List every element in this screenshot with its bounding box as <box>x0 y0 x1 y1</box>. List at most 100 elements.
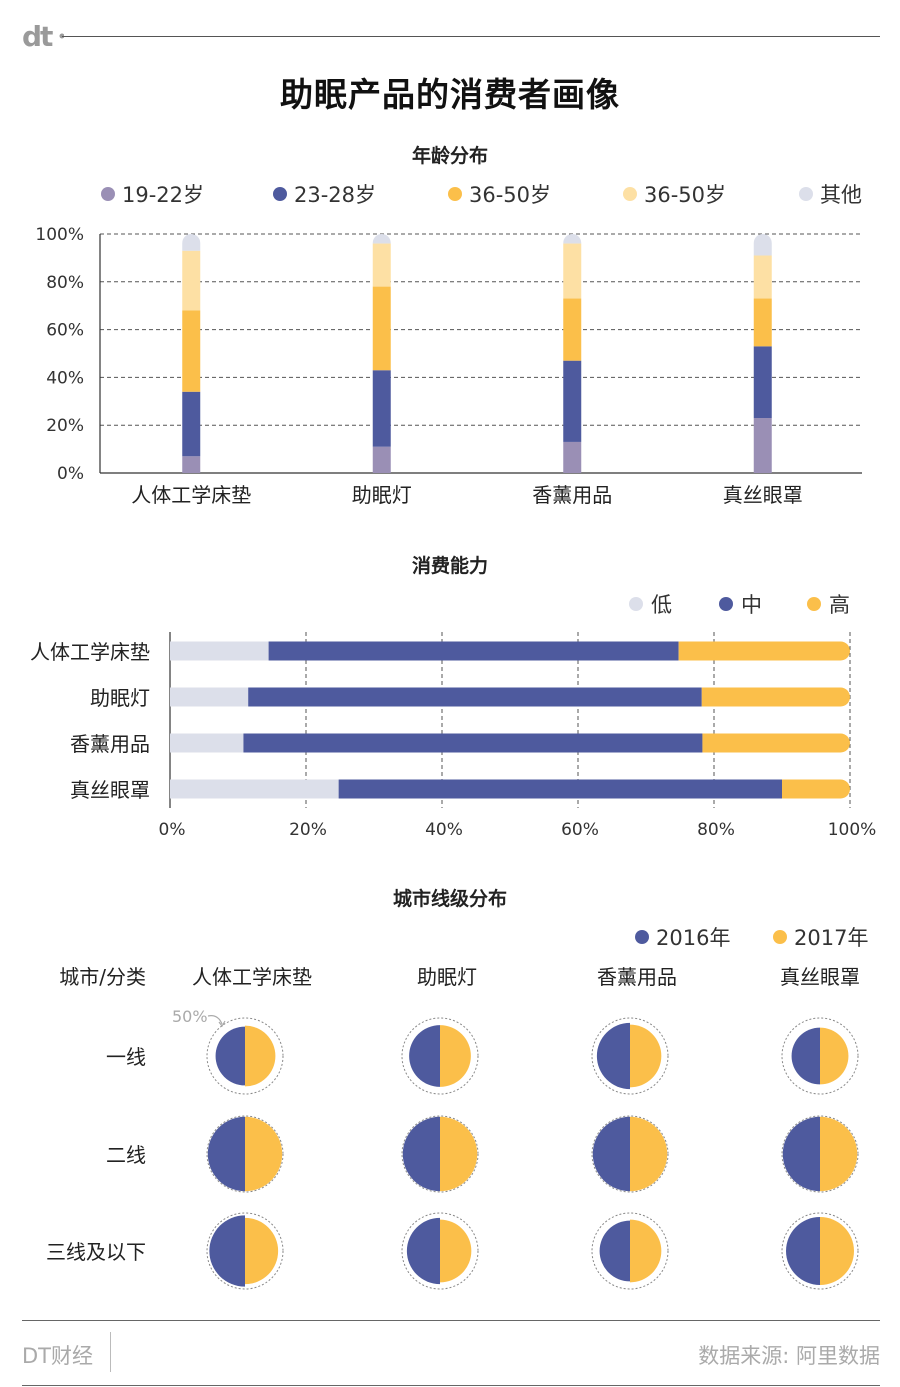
spending-bar-segment <box>248 687 702 707</box>
spending-legend-marker <box>807 597 821 611</box>
city-reference-arrowhead <box>218 1020 226 1028</box>
city-half-2016 <box>215 1026 245 1086</box>
city-reference-circle <box>401 1115 479 1193</box>
city-half-2016 <box>782 1116 820 1192</box>
spending-bar-segment <box>678 641 850 661</box>
age-chart: 年龄分布 19-22岁 23-28岁 36-50岁 36-50岁 其他 0% 20% 40% 60… <box>35 144 862 507</box>
city-half-2017 <box>630 1219 662 1283</box>
city-reference-circle <box>401 1212 479 1290</box>
city-reference-circle <box>206 1017 284 1095</box>
city-legend-label: 2017年 <box>794 926 868 950</box>
spending-category-label: 助眠灯 <box>90 686 150 710</box>
age-bar-segment <box>753 418 772 473</box>
age-bar-segment <box>563 243 582 299</box>
age-bar-segment <box>753 255 772 299</box>
city-reference-circle <box>206 1115 284 1193</box>
city-chart-title: 城市线级分布 <box>393 887 507 910</box>
city-reference-circle <box>591 1017 669 1095</box>
spending-chart-title: 消费能力 <box>412 554 488 577</box>
footer-source: 数据来源: 阿里数据 <box>698 1344 880 1368</box>
age-category-label: 人体工学床垫 <box>131 483 251 507</box>
city-column-label: 人体工学床垫 <box>192 965 312 989</box>
spending-legend-label: 高 <box>829 593 850 617</box>
city-reference-circle <box>591 1115 669 1193</box>
age-bar-segment <box>372 286 391 371</box>
city-half-2017 <box>630 1116 668 1192</box>
spending-legend-marker <box>629 597 643 611</box>
city-row-label: 三线及以下 <box>46 1240 146 1264</box>
footer-divider-top <box>22 1320 880 1321</box>
spending-x-tick: 100% <box>828 820 877 840</box>
charts-canvas: 年龄分布 19-22岁 23-28岁 36-50岁 36-50岁 其他 0% 20% 40% 60… <box>30 144 876 1290</box>
city-half-2016 <box>209 1215 245 1287</box>
age-bar-segment <box>372 370 391 447</box>
city-column-label: 真丝眼罩 <box>780 965 860 989</box>
age-y-tick: 20% <box>46 416 84 436</box>
age-category-label: 真丝眼罩 <box>723 483 803 507</box>
city-column-label: 助眠灯 <box>417 965 477 989</box>
logo-text: dt <box>22 22 53 52</box>
age-legend-marker <box>273 187 287 201</box>
age-y-tick: 60% <box>46 321 84 341</box>
city-half-2017 <box>440 1025 471 1087</box>
spending-bar-segment <box>170 687 249 707</box>
spending-bar-segment <box>243 733 703 753</box>
city-reference-circle <box>781 1212 859 1290</box>
age-bar-segment <box>182 310 201 392</box>
age-bar-segment <box>372 243 391 287</box>
age-legend-label: 23-28岁 <box>294 183 376 207</box>
city-reference-circle <box>781 1115 859 1193</box>
city-half-2017 <box>245 1116 283 1192</box>
age-bar-segment <box>753 346 772 419</box>
spending-category-label: 人体工学床垫 <box>30 640 150 664</box>
spending-legend-label: 中 <box>741 593 762 617</box>
city-half-2017 <box>440 1219 472 1283</box>
spending-category-label: 真丝眼罩 <box>70 778 150 802</box>
dt-logo: dt <box>22 22 64 52</box>
spending-x-tick: 0% <box>159 820 186 840</box>
spending-x-tick: 40% <box>425 820 463 840</box>
age-legend-label: 36-50岁 <box>469 183 551 207</box>
city-half-2016 <box>592 1116 630 1192</box>
spending-legend-label: 低 <box>651 593 672 617</box>
spending-category-label: 香薰用品 <box>70 732 150 756</box>
age-legend-marker <box>623 187 637 201</box>
city-half-2016 <box>406 1217 440 1285</box>
city-reference-arrow <box>207 1015 223 1025</box>
age-bar-segment <box>372 446 391 473</box>
city-reference-label: 50% <box>172 1007 208 1026</box>
spending-bar-segment <box>701 687 850 707</box>
spending-bar-segment <box>702 733 850 753</box>
city-half-2016 <box>409 1025 440 1087</box>
city-reference-circle <box>401 1017 479 1095</box>
city-half-2017 <box>630 1024 662 1088</box>
page-title: 助眠产品的消费者画像 <box>280 75 620 114</box>
city-half-2016 <box>791 1027 820 1085</box>
age-bar-segment <box>753 298 772 347</box>
age-bar-segment <box>182 391 201 457</box>
top-divider <box>62 36 880 37</box>
city-half-2016 <box>599 1220 630 1282</box>
city-reference-circle <box>206 1212 284 1290</box>
age-legend-marker <box>448 187 462 201</box>
city-column-label: 香薰用品 <box>597 965 677 989</box>
age-category-label: 助眠灯 <box>352 483 412 507</box>
spending-bar-segment <box>170 733 244 753</box>
age-y-tick: 0% <box>57 464 84 484</box>
age-y-tick: 40% <box>46 368 84 388</box>
spending-bar-segment <box>170 641 269 661</box>
city-half-2017 <box>245 1025 276 1087</box>
age-legend-marker <box>101 187 115 201</box>
spending-x-tick: 20% <box>289 820 327 840</box>
age-legend-label: 19-22岁 <box>122 183 204 207</box>
age-bar-segment <box>182 234 201 251</box>
footer-brand: DT财经 <box>22 1344 93 1368</box>
city-half-2016 <box>786 1217 820 1285</box>
city-row-label: 二线 <box>106 1143 146 1167</box>
city-half-2017 <box>820 1027 849 1085</box>
city-legend-marker <box>773 930 787 944</box>
age-bar-segment <box>563 234 582 244</box>
age-y-tick: 80% <box>46 273 84 293</box>
